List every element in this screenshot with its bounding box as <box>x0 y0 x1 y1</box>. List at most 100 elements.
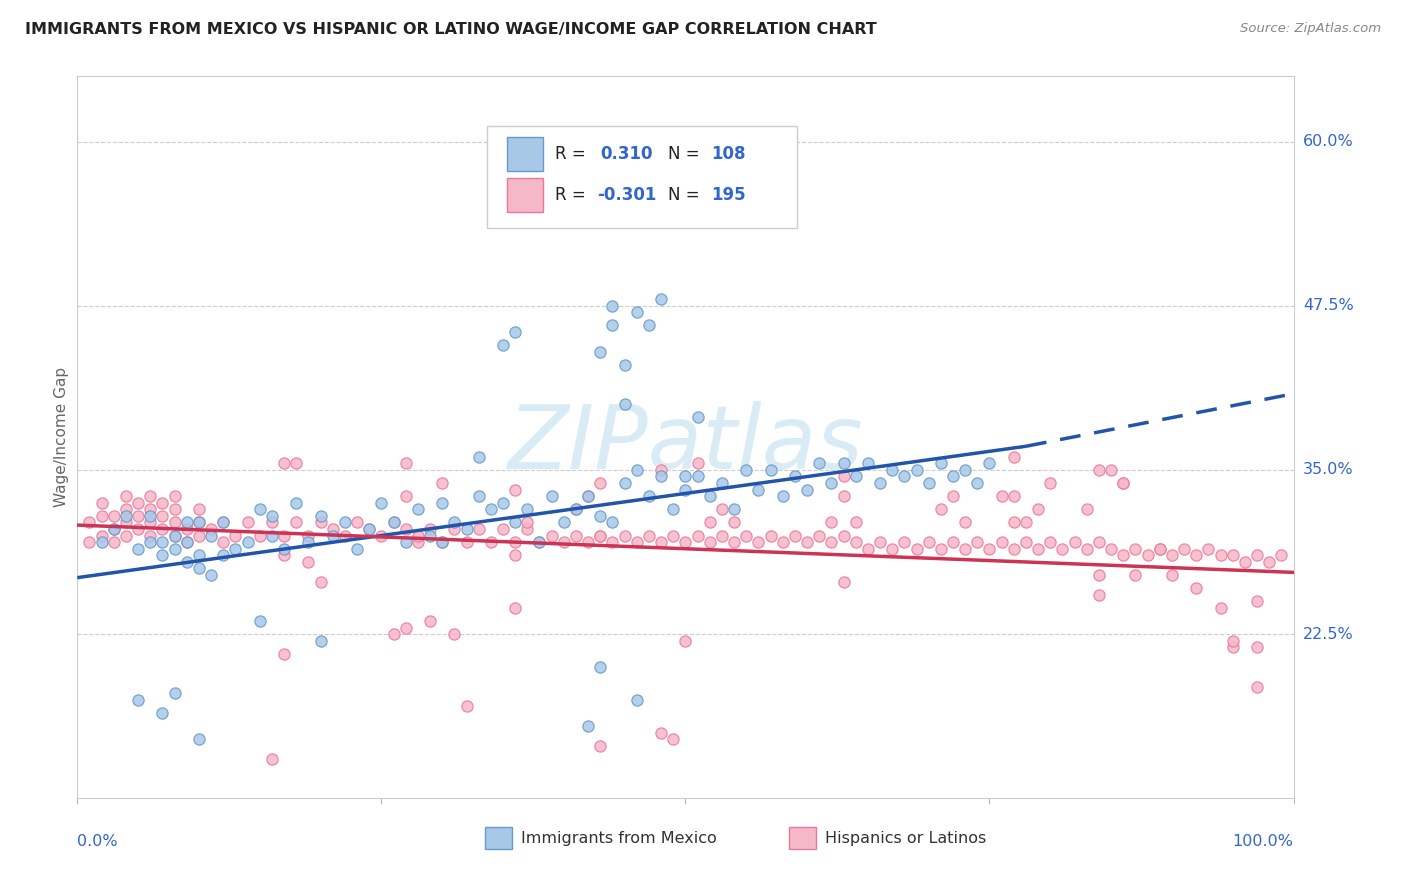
Point <box>589 508 612 523</box>
Point <box>152 496 174 510</box>
Point <box>1209 549 1232 563</box>
Point <box>503 516 526 530</box>
Point <box>188 528 211 542</box>
Point <box>395 535 418 549</box>
Point <box>966 535 988 549</box>
Text: 0.310: 0.310 <box>600 145 652 163</box>
Point <box>479 502 502 516</box>
Point <box>662 528 685 542</box>
Point <box>188 549 211 563</box>
Point <box>1222 633 1244 648</box>
Point <box>395 456 418 470</box>
Point <box>966 476 988 491</box>
Point <box>443 522 465 536</box>
Point <box>1076 502 1098 516</box>
Point <box>297 555 319 569</box>
Point <box>139 508 162 523</box>
Text: 0.0%: 0.0% <box>77 835 118 849</box>
Point <box>893 535 915 549</box>
Point <box>529 535 551 549</box>
Point <box>176 555 198 569</box>
Point <box>1161 549 1184 563</box>
Text: ZIPatlas: ZIPatlas <box>508 401 863 487</box>
Point <box>152 549 174 563</box>
Point <box>163 528 186 542</box>
Point <box>929 541 952 556</box>
Point <box>456 699 478 714</box>
Point <box>1088 535 1111 549</box>
Point <box>699 516 721 530</box>
Point <box>285 496 308 510</box>
Point <box>285 516 308 530</box>
Point <box>139 502 162 516</box>
Text: 195: 195 <box>711 186 745 204</box>
Point <box>869 535 891 549</box>
Point <box>882 541 904 556</box>
Point <box>869 476 891 491</box>
Point <box>638 528 661 542</box>
Point <box>419 522 441 536</box>
Point <box>90 496 112 510</box>
Point <box>103 508 125 523</box>
Point <box>430 496 453 510</box>
Point <box>723 502 745 516</box>
Point <box>929 456 952 470</box>
Point <box>650 725 672 739</box>
Point <box>929 502 952 516</box>
Point <box>516 502 538 516</box>
Point <box>249 502 271 516</box>
Point <box>309 508 332 523</box>
Point <box>430 535 453 549</box>
Point <box>686 410 709 425</box>
Point <box>856 541 879 556</box>
Point <box>115 502 138 516</box>
Point <box>492 338 515 352</box>
Point <box>589 476 612 491</box>
Point <box>832 528 855 542</box>
Point <box>662 502 685 516</box>
Point <box>212 535 235 549</box>
Point <box>882 463 904 477</box>
Point <box>1209 600 1232 615</box>
Point <box>1246 549 1268 563</box>
Point <box>1270 549 1292 563</box>
Point <box>406 528 429 542</box>
Point <box>710 476 733 491</box>
Point <box>759 528 782 542</box>
Point <box>918 476 941 491</box>
Point <box>236 516 259 530</box>
Point <box>832 469 855 483</box>
Point <box>443 627 465 641</box>
Point <box>662 732 685 747</box>
Point <box>699 535 721 549</box>
Point <box>152 535 174 549</box>
Point <box>650 463 672 477</box>
Point <box>953 516 976 530</box>
Point <box>406 502 429 516</box>
Point <box>1099 541 1122 556</box>
Point <box>297 528 319 542</box>
Point <box>613 528 636 542</box>
Point <box>249 614 271 628</box>
Point <box>273 549 295 563</box>
Text: 47.5%: 47.5% <box>1303 298 1354 313</box>
Text: Immigrants from Mexico: Immigrants from Mexico <box>522 830 717 846</box>
Point <box>1002 541 1025 556</box>
Point <box>699 489 721 503</box>
Point <box>675 483 697 497</box>
Point <box>1222 549 1244 563</box>
Point <box>832 574 855 589</box>
Point <box>503 535 526 549</box>
Point <box>260 508 283 523</box>
Point <box>626 693 648 707</box>
Point <box>152 706 174 720</box>
Point <box>1015 535 1038 549</box>
Point <box>127 693 149 707</box>
Point <box>565 502 588 516</box>
Point <box>127 496 149 510</box>
Point <box>553 516 575 530</box>
Point <box>79 535 101 549</box>
Point <box>845 469 868 483</box>
Point <box>638 489 661 503</box>
Point <box>540 528 562 542</box>
